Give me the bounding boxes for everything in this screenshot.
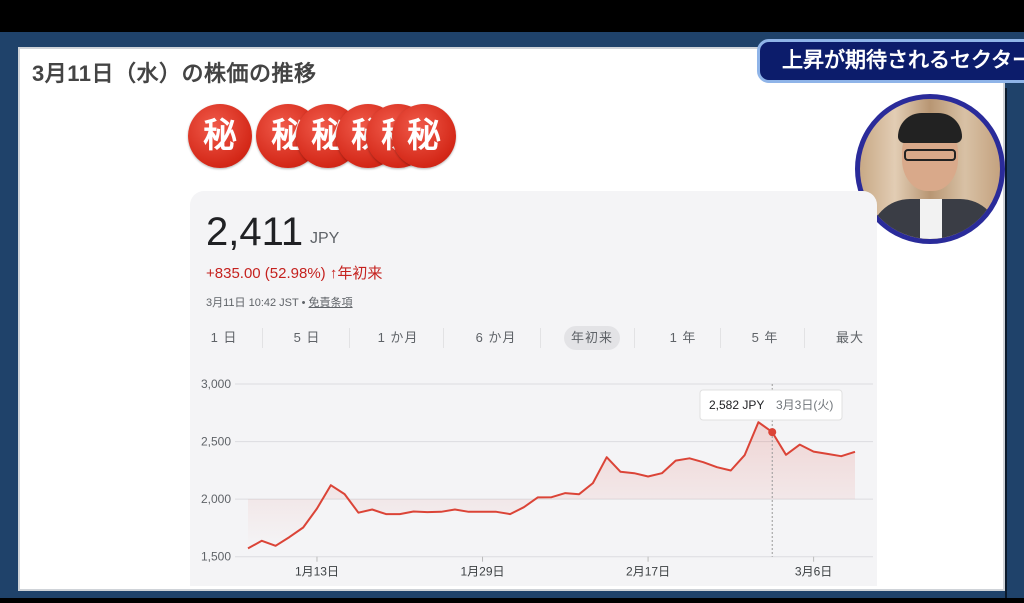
tab-divider xyxy=(633,328,635,348)
tab-range[interactable]: 1 日 xyxy=(210,330,238,345)
change-period: 年初来 xyxy=(337,265,383,282)
separator: • xyxy=(301,297,306,309)
price-line xyxy=(247,421,856,550)
price-change: +835.00 (52.98%) ↑年初来 xyxy=(206,262,382,283)
y-tick-label: 2,500 xyxy=(201,435,231,449)
y-tick-label: 3,000 xyxy=(201,377,231,391)
currency: JPY xyxy=(310,230,340,247)
x-tick-label: 2月17日 xyxy=(626,565,670,579)
tab-divider xyxy=(261,328,263,348)
y-tick-label: 1,500 xyxy=(201,550,231,564)
timestamp: 3月11日 10:42 JST xyxy=(206,297,299,309)
change-value: +835.00 (52.98%) xyxy=(206,265,326,282)
tab-range[interactable]: 5 年 xyxy=(751,330,779,345)
range-tabs: 1 日 5 日 1 か月 6 か月 年初来 1 年 5 年 最大 xyxy=(190,326,877,354)
tab-range[interactable]: 年初来 xyxy=(564,326,620,350)
tab-divider xyxy=(540,328,541,348)
topic-badge: 上昇が期待されるセクター xyxy=(757,39,1024,83)
arrow-up-icon: ↑ xyxy=(329,265,338,282)
confidential-seal-icon: 秘 xyxy=(392,104,456,168)
right-frame-strip xyxy=(1005,88,1024,598)
area-fill xyxy=(248,422,855,549)
tab-divider xyxy=(348,328,350,348)
disclaimer-link[interactable]: 免責条項 xyxy=(308,297,353,309)
tab-divider xyxy=(443,328,444,348)
tab-range[interactable]: 5 日 xyxy=(293,330,321,345)
tab-range[interactable]: 最大 xyxy=(835,330,864,345)
tab-range[interactable]: 6 か月 xyxy=(475,330,517,345)
x-tick-label: 1月29日 xyxy=(461,565,505,579)
hover-point xyxy=(768,428,777,437)
tab-divider xyxy=(720,328,721,348)
x-tick-label: 1月13日 xyxy=(295,565,339,579)
tab-divider xyxy=(803,328,805,348)
tab-range[interactable]: 1 年 xyxy=(669,330,697,345)
tooltip-date: 3月3日(火) xyxy=(776,398,833,412)
tab-range[interactable]: 1 か月 xyxy=(377,330,419,345)
x-tick-label: 3月6日 xyxy=(795,565,832,579)
stock-price: 2,411 xyxy=(206,210,304,254)
slide-title: 3月11日（水）の株価の推移 xyxy=(32,61,317,86)
y-tick-label: 2,000 xyxy=(201,492,231,506)
quote-meta: 3月11日 10:42 JST • 免責条項 xyxy=(206,294,353,310)
tooltip-value: 2,582 JPY xyxy=(709,398,764,412)
tooltip-box xyxy=(699,389,843,421)
presenter-avatar xyxy=(855,94,1005,244)
confidential-seal-icon: 秘 xyxy=(188,104,252,168)
